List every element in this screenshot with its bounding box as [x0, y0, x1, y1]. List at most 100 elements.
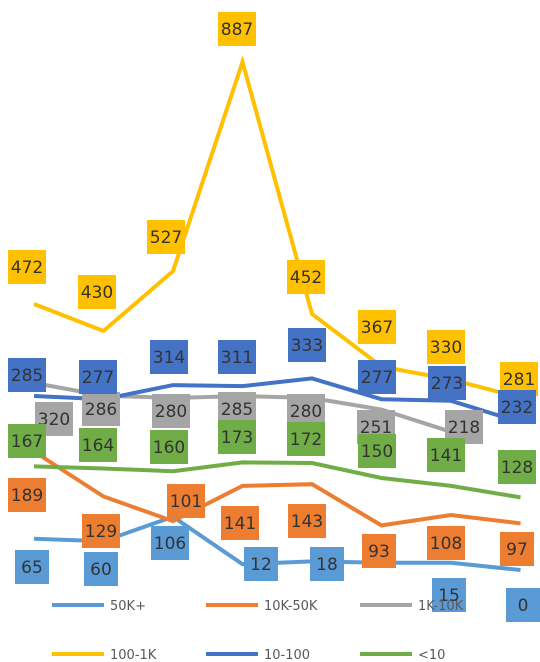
- data-label-text: 18: [316, 555, 338, 575]
- data-label-1-2: 101: [167, 484, 205, 518]
- data-label-text: 189: [11, 486, 43, 506]
- data-label-4-5: 277: [358, 360, 396, 394]
- data-label-text: 232: [501, 398, 533, 418]
- data-label-text: 472: [11, 258, 43, 278]
- legend-label: 10K-50K: [264, 599, 318, 614]
- data-label-text: 273: [431, 374, 463, 394]
- legend-item-4: 10-100: [206, 648, 310, 662]
- data-label-1-7: 97: [500, 532, 534, 566]
- data-label-1-4: 143: [288, 504, 326, 538]
- data-label-1-6: 108: [427, 526, 465, 560]
- data-label-2-2: 280: [152, 394, 190, 428]
- data-label-text: 108: [430, 534, 462, 554]
- data-label-4-0: 285: [8, 358, 46, 392]
- data-label-4-6: 273: [428, 366, 466, 400]
- data-label-text: 286: [85, 400, 117, 420]
- data-label-3-3: 887: [218, 12, 256, 46]
- legend: 50K+ 10K-50K 1K-10K 100-1K 10-100 <10: [52, 599, 464, 662]
- data-label-3-5: 367: [358, 310, 396, 344]
- data-label-5-4: 172: [287, 422, 325, 456]
- data-label-5-2: 160: [150, 430, 188, 464]
- data-label-5-3: 173: [218, 420, 256, 454]
- data-label-text: 143: [291, 512, 323, 532]
- data-label-4-7: 232: [498, 390, 536, 424]
- data-label-4-4: 333: [288, 328, 326, 362]
- data-label-text: 333: [291, 336, 323, 356]
- legend-label: 50K+: [110, 599, 146, 614]
- data-label-5-6: 141: [427, 438, 465, 472]
- data-label-1-5: 93: [362, 534, 396, 568]
- data-label-text: 167: [11, 432, 43, 452]
- data-label-0-3: 12: [244, 547, 278, 581]
- data-label-text: 311: [221, 348, 253, 368]
- data-label-1-3: 141: [221, 506, 259, 540]
- data-label-text: 430: [81, 283, 113, 303]
- data-label-text: 97: [506, 540, 528, 560]
- data-label-text: 218: [448, 418, 480, 438]
- data-label-text: 452: [290, 268, 322, 288]
- legend-item-0: 50K+: [52, 599, 146, 614]
- data-label-text: 314: [153, 348, 185, 368]
- data-label-5-7: 128: [498, 450, 536, 484]
- data-label-text: 12: [250, 555, 272, 575]
- data-label-text: 172: [290, 430, 322, 450]
- data-label-text: 65: [21, 558, 43, 578]
- data-label-text: 141: [430, 446, 462, 466]
- legend-label: 1K-10K: [418, 599, 464, 614]
- legend-label: 10-100: [264, 648, 310, 662]
- data-label-text: 15: [438, 586, 460, 606]
- data-label-5-5: 150: [358, 434, 396, 468]
- data-label-3-6: 330: [427, 330, 465, 364]
- legend-label: 100-1K: [110, 648, 157, 662]
- data-label-0-1: 60: [84, 552, 118, 586]
- legend-item-3: 100-1K: [52, 648, 157, 662]
- data-label-text: 251: [360, 418, 392, 438]
- data-label-5-1: 164: [79, 428, 117, 462]
- data-label-5-0: 167: [8, 424, 46, 458]
- data-label-4-3: 311: [218, 340, 256, 374]
- data-label-text: 330: [430, 338, 462, 358]
- data-label-0-4: 18: [310, 547, 344, 581]
- legend-item-5: <10: [360, 648, 445, 662]
- data-label-text: 160: [153, 438, 185, 458]
- data-label-3-1: 430: [78, 275, 116, 309]
- data-label-text: 527: [150, 228, 182, 248]
- data-label-text: 0: [518, 596, 529, 616]
- data-label-0-7: 0: [506, 588, 540, 622]
- data-label-text: 164: [82, 436, 114, 456]
- legend-item-1: 10K-50K: [206, 599, 318, 614]
- data-label-3-4: 452: [287, 260, 325, 294]
- data-label-text: 129: [85, 522, 117, 542]
- data-label-text: 93: [368, 542, 390, 562]
- data-label-4-2: 314: [150, 340, 188, 374]
- data-label-text: 141: [224, 514, 256, 534]
- data-label-text: 173: [221, 428, 253, 448]
- data-label-text: 128: [501, 458, 533, 478]
- data-label-4-1: 277: [79, 360, 117, 394]
- data-label-text: 367: [361, 318, 393, 338]
- series-lines: [32, 55, 522, 572]
- series-line-5: [33, 460, 521, 500]
- data-label-text: 285: [221, 400, 253, 420]
- data-label-3-2: 527: [147, 220, 185, 254]
- data-label-0-0: 65: [15, 550, 49, 584]
- legend-item-2: 1K-10K: [360, 599, 464, 614]
- data-label-text: 60: [90, 560, 112, 580]
- data-label-text: 285: [11, 366, 43, 386]
- data-label-text: 106: [154, 534, 186, 554]
- data-label-text: 281: [503, 370, 535, 390]
- data-label-0-6: 15: [432, 578, 466, 612]
- data-label-text: 280: [290, 402, 322, 422]
- data-label-1-1: 129: [82, 514, 120, 548]
- data-label-text: 280: [155, 402, 187, 422]
- legend-label: <10: [418, 648, 445, 662]
- data-label-text: 150: [361, 442, 393, 462]
- data-label-0-2: 106: [151, 526, 189, 560]
- data-label-text: 277: [82, 368, 114, 388]
- data-label-text: 887: [221, 20, 253, 40]
- data-label-3-0: 472: [8, 250, 46, 284]
- data-label-text: 277: [361, 368, 393, 388]
- data-label-2-1: 286: [82, 392, 120, 426]
